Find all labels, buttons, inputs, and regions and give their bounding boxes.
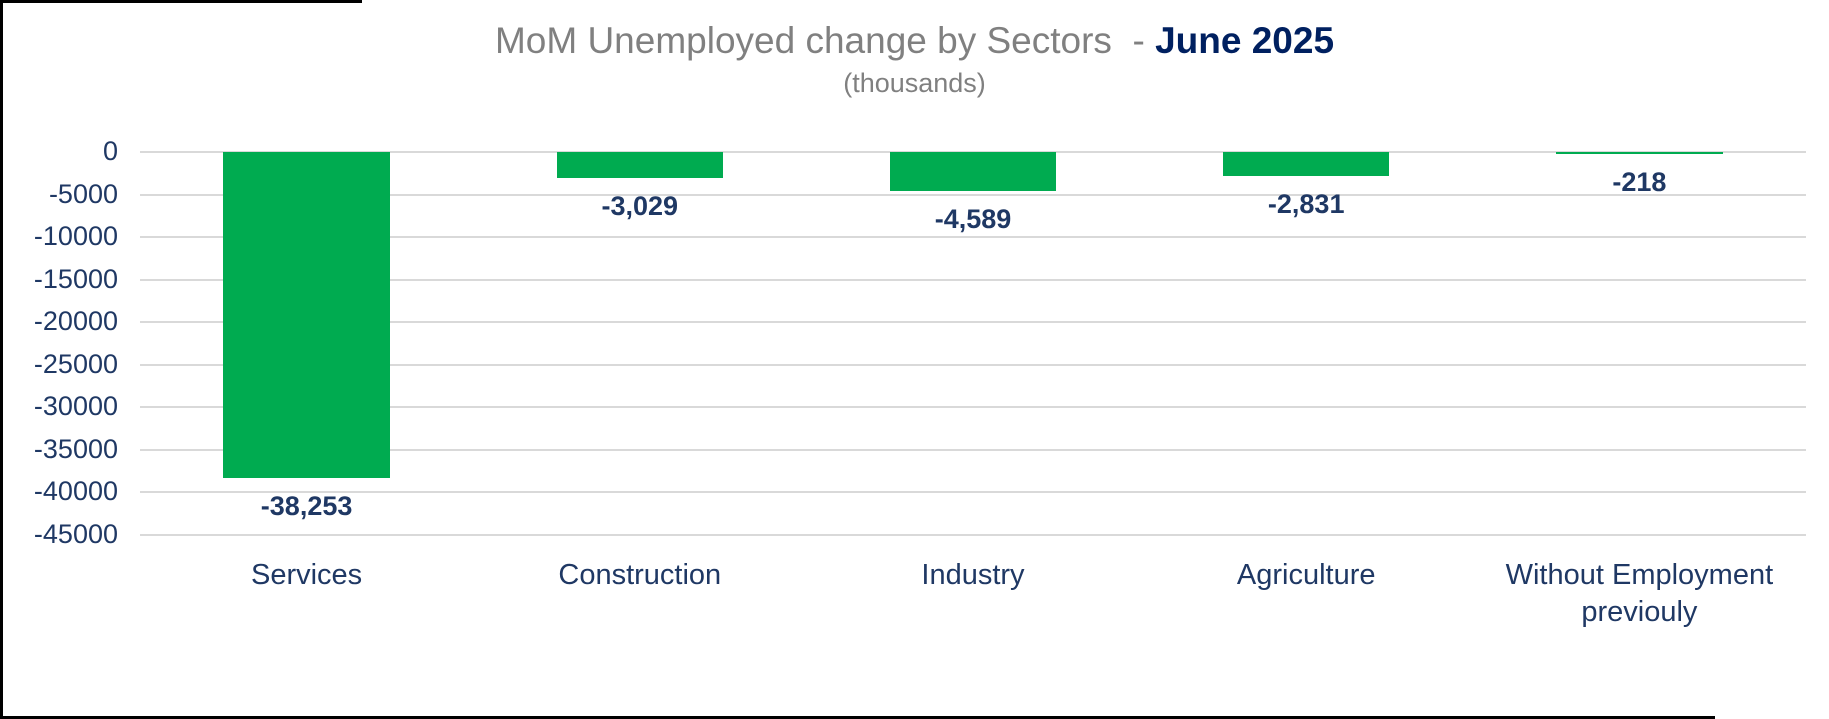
gridline [140,448,1806,451]
chart-title: MoM Unemployed change by Sectors - June … [0,20,1829,62]
frame-border-left [0,0,3,719]
x-axis-category-label: Agriculture [1236,559,1376,591]
data-label: -2,831 [1267,189,1345,220]
chart-title-date: June 2025 [1155,20,1335,61]
gridline [140,193,1806,196]
chart-subtitle: (thousands) [843,68,986,98]
bar-industry [889,152,1057,192]
y-axis-tick-label: 0 [102,136,118,166]
x-axis-category-label: Services [250,559,363,591]
gridline [140,321,1806,324]
bar-construction [556,152,724,178]
y-axis-tick-label: -45000 [33,518,118,549]
x-axis-category-label: Industry [921,559,1025,591]
chart-title-separator: - [1111,20,1156,61]
chart-title-main: MoM Unemployed change by Sectors [494,20,1112,61]
data-label: -3,029 [601,190,679,221]
y-axis-tick-label: -30000 [33,391,118,422]
y-axis-tick-label: -20000 [33,306,118,337]
bar-services [223,152,390,478]
y-axis-tick-label: -35000 [33,433,118,464]
data-label: -38,253 [260,490,353,521]
x-axis-category-label: Without Employment previouly [1505,559,1774,628]
bar-without-employment-previouly [1556,152,1723,154]
gridline [140,491,1806,494]
y-axis-tick-label: -40000 [33,476,118,507]
frame-border-top [0,0,362,3]
gridline [140,278,1806,281]
frame-border-bottom [0,716,1715,719]
gridline [140,533,1806,536]
x-axis-category-label: Construction [558,559,722,591]
data-label: -4,589 [934,204,1012,235]
gridline [140,406,1806,409]
gridline [140,236,1806,239]
bar-agriculture [1222,152,1390,177]
gridline [140,363,1806,366]
data-label: -218 [1612,167,1667,197]
y-axis-tick-label: -5000 [48,178,118,209]
y-axis-tick-label: -15000 [33,263,118,294]
y-axis-tick-label: -25000 [33,348,118,379]
y-axis-tick-label: -10000 [33,221,118,252]
